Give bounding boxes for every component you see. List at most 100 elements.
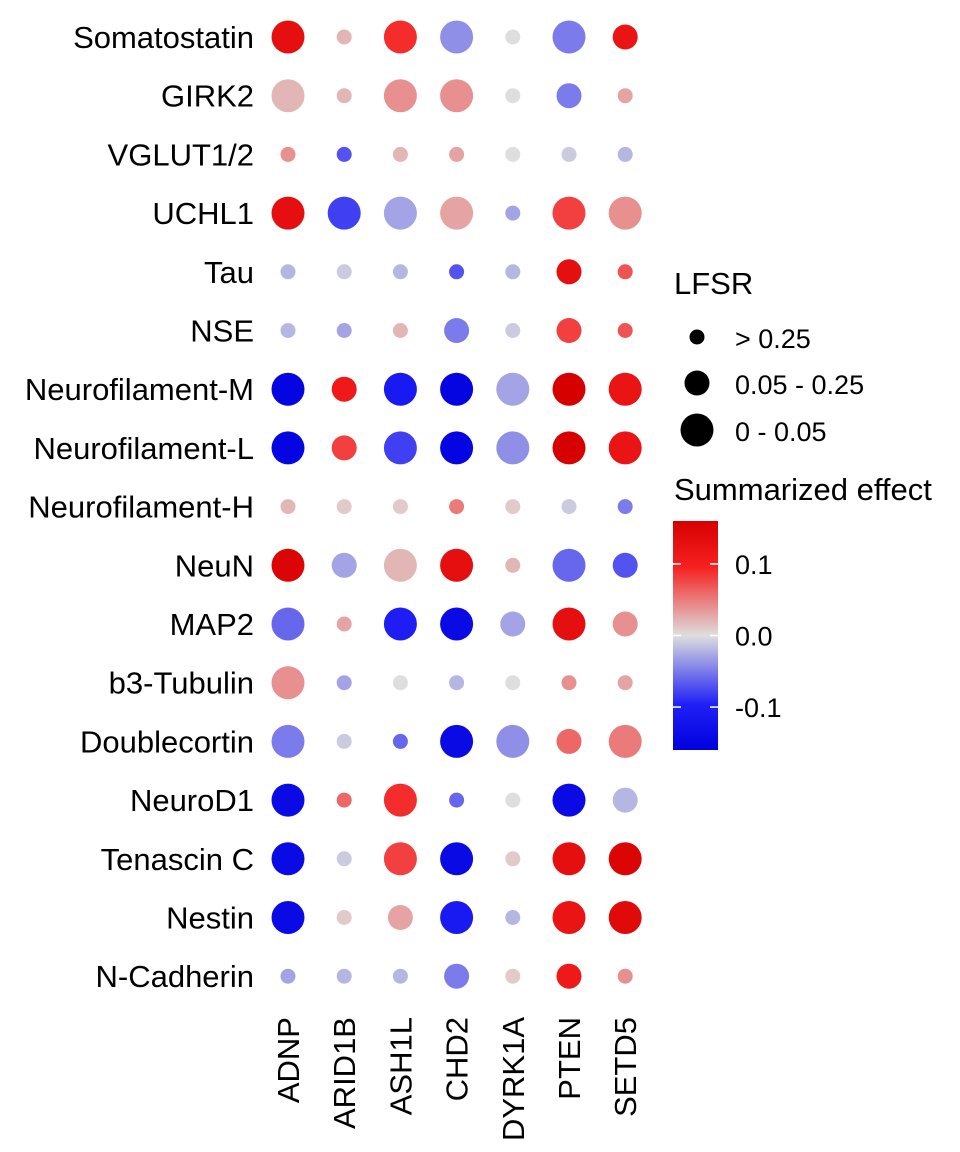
dot: [331, 435, 357, 461]
dot: [440, 79, 474, 113]
dot: [496, 724, 530, 758]
dot: [505, 146, 521, 162]
dot: [552, 842, 586, 876]
color-legend-ticks: 0.1 0.0 -0.1: [673, 550, 782, 723]
dot: [383, 607, 417, 641]
dot: [440, 901, 474, 934]
size-legend-label-small: > 0.25: [735, 324, 811, 354]
dot: [617, 88, 633, 104]
dot: [449, 146, 465, 162]
dot: [608, 724, 642, 758]
dot: [383, 79, 417, 113]
dot: [336, 499, 352, 515]
dot: [336, 733, 352, 749]
dot: [271, 372, 305, 406]
row-label: Somatostatin: [73, 20, 254, 55]
dot: [271, 20, 305, 54]
dot: [505, 675, 521, 691]
row-label: NeuroD1: [130, 783, 254, 818]
dot: [617, 675, 633, 691]
size-legend: LFSR > 0.25 0.05 - 0.25 0 - 0.05: [674, 266, 864, 447]
dot: [383, 372, 417, 406]
dot: [280, 499, 296, 515]
size-legend-label-medium: 0.05 - 0.25: [735, 370, 864, 400]
row-label: VGLUT1/2: [108, 137, 254, 172]
dot: [608, 196, 642, 230]
dot: [271, 607, 305, 641]
dot: [383, 431, 417, 465]
size-legend-title: LFSR: [674, 266, 753, 301]
dot: [552, 548, 586, 582]
dot: [440, 431, 474, 465]
dot: [556, 963, 582, 989]
dot: [392, 146, 408, 162]
color-tick-label: -0.1: [735, 693, 782, 723]
dot: [327, 196, 361, 230]
dot: [617, 323, 633, 338]
dot: [505, 968, 521, 984]
dot: [608, 431, 642, 465]
row-label: Neurofilament-H: [28, 490, 254, 525]
dot: [608, 901, 642, 934]
dot: [561, 499, 577, 515]
dot: [444, 963, 470, 989]
size-legend-dot-large: [680, 413, 714, 447]
dot: [449, 499, 465, 515]
dot: [552, 783, 586, 817]
dot: [383, 196, 417, 230]
dot: [392, 675, 408, 691]
dot: [392, 733, 408, 749]
row-label: MAP2: [170, 607, 254, 642]
dot: [561, 675, 577, 691]
row-label: N-Cadherin: [95, 959, 254, 994]
dot: [336, 910, 352, 925]
row-label: Nestin: [166, 901, 254, 936]
dot: [440, 842, 474, 876]
size-legend-dot-small: [689, 329, 705, 345]
dot: [556, 83, 582, 109]
dot: [505, 29, 521, 45]
column-labels: ADNP ARID1B ASH1L CHD2 DYRK1A PTEN SETD5: [271, 1017, 643, 1141]
dot: [612, 611, 638, 637]
dot: [561, 146, 577, 162]
row-label: NeuN: [175, 548, 254, 583]
color-legend-title: Summarized effect: [674, 472, 932, 507]
dot: [271, 783, 305, 817]
dot: [271, 842, 305, 876]
dot: [271, 79, 305, 113]
row-label: b3-Tubulin: [109, 666, 254, 701]
dot: [552, 607, 586, 641]
dot: [505, 323, 521, 338]
row-label: GIRK2: [161, 79, 254, 114]
row-labels: Somatostatin GIRK2 VGLUT1/2 UCHL1 Tau NSE Neur…: [25, 20, 254, 994]
dot: [612, 24, 638, 50]
dot: [552, 372, 586, 406]
dot: [383, 548, 417, 582]
color-tick-label: 0.0: [735, 622, 773, 652]
dot: [552, 431, 586, 465]
dot: [505, 88, 521, 104]
dot: [505, 205, 521, 221]
dot: [271, 431, 305, 465]
dot: [505, 499, 521, 515]
dot: [271, 901, 305, 934]
dot: [336, 29, 352, 45]
dot: [440, 724, 474, 758]
dot: [608, 842, 642, 876]
row-label: UCHL1: [152, 196, 254, 231]
dot: [505, 264, 521, 280]
dot: [336, 323, 352, 338]
dot: [336, 968, 352, 984]
size-legend-label-large: 0 - 0.05: [735, 417, 827, 447]
dot: [280, 968, 296, 984]
dot: [444, 318, 470, 343]
color-tick-label: 0.1: [735, 550, 773, 580]
dot: [552, 20, 586, 54]
size-legend-dot-medium: [684, 370, 710, 396]
color-legend: Summarized effect 0.1 0.0 -0.1: [673, 472, 932, 750]
dot: [449, 675, 465, 691]
dot: [331, 376, 357, 402]
dot: [392, 264, 408, 280]
dot: [331, 552, 357, 578]
dot: [556, 318, 582, 343]
